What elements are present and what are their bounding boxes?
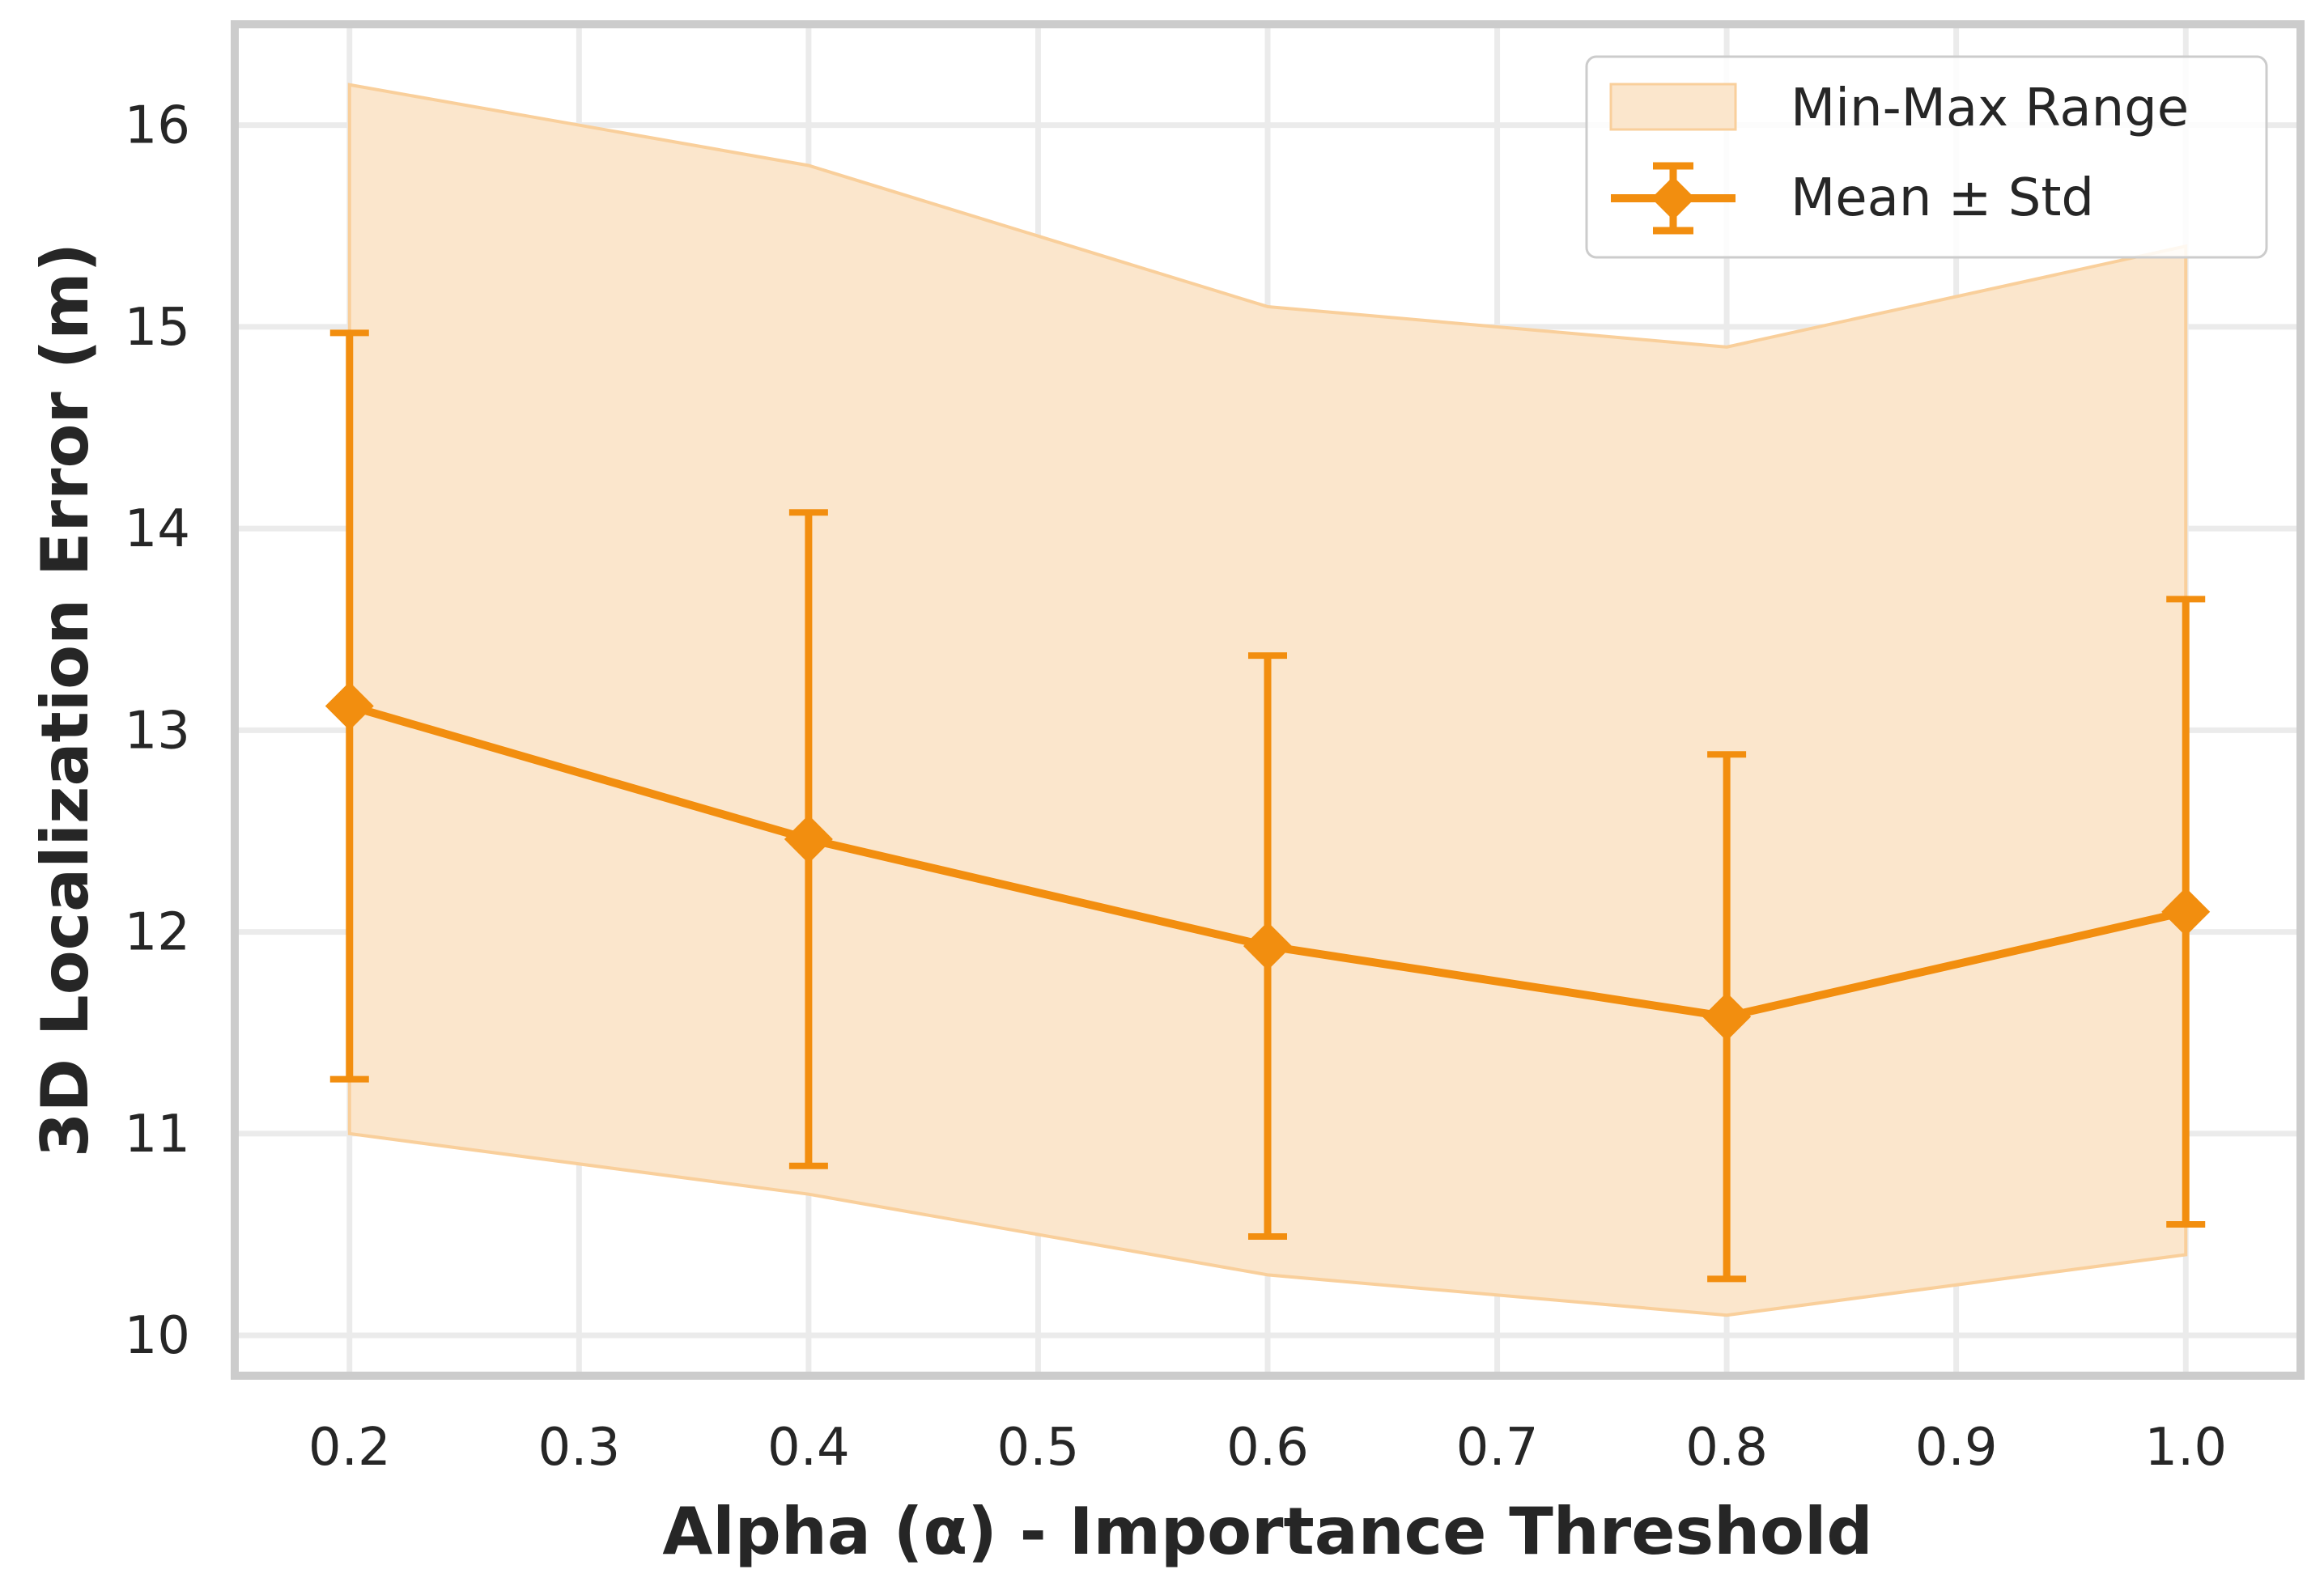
y-tick-label: 11 <box>125 1105 190 1164</box>
x-tick-label: 0.2 <box>308 1418 391 1478</box>
y-tick-label: 13 <box>125 701 190 761</box>
y-tick-label: 10 <box>125 1306 190 1366</box>
x-tick-label: 1.0 <box>2144 1418 2227 1478</box>
x-axis-title: Alpha (α) - Importance Threshold <box>662 1494 1872 1569</box>
x-axis-ticks: 0.2 0.3 0.4 0.5 0.6 0.7 0.8 0.9 1.0 <box>308 1418 2227 1478</box>
x-tick-label: 0.7 <box>1456 1418 1539 1478</box>
y-axis-title: 3D Localization Error (m) <box>28 243 103 1157</box>
x-tick-label: 0.9 <box>1915 1418 1998 1478</box>
y-axis-ticks: 10 11 12 13 14 15 16 <box>125 96 190 1367</box>
mean-marker <box>1702 992 1752 1041</box>
x-tick-label: 0.4 <box>767 1418 850 1478</box>
legend-label-mean-std: Mean ± Std <box>1791 168 2094 228</box>
legend-diamond-marker <box>1651 176 1695 220</box>
mean-marker <box>1243 922 1292 971</box>
plot-frame <box>231 20 2305 1380</box>
legend: Min-Max Range Mean ± Std <box>1585 55 2268 259</box>
y-tick-label: 12 <box>125 903 190 963</box>
mean-marker <box>2161 887 2211 936</box>
marker-layer <box>325 681 2211 1041</box>
mean-marker <box>325 681 374 731</box>
mean-marker <box>784 814 833 863</box>
legend-label-min-max-range: Min-Max Range <box>1791 78 2189 138</box>
y-tick-label: 16 <box>125 96 190 156</box>
y-tick-label: 14 <box>125 499 190 559</box>
x-tick-label: 0.3 <box>537 1418 620 1478</box>
y-tick-label: 15 <box>125 298 190 358</box>
legend-band-swatch <box>1609 83 1737 131</box>
legend-box <box>1585 55 2268 259</box>
x-tick-label: 0.6 <box>1226 1418 1309 1478</box>
x-tick-label: 0.8 <box>1685 1418 1768 1478</box>
x-tick-label: 0.5 <box>997 1418 1080 1478</box>
